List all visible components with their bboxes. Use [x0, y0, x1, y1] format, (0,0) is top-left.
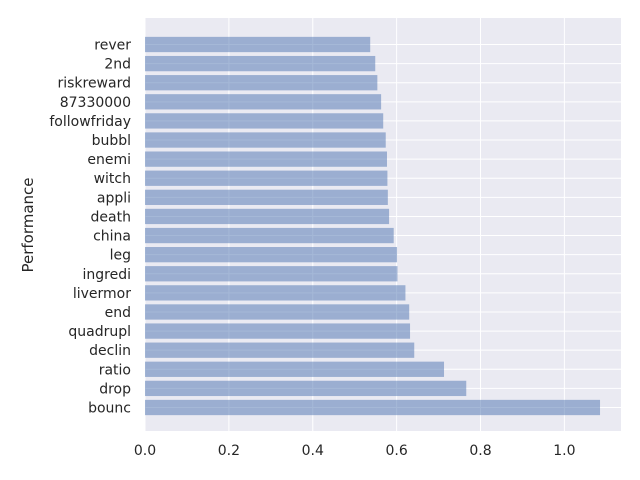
y-tick-label: china: [93, 229, 131, 245]
bar: [145, 113, 384, 129]
bar: [145, 132, 386, 148]
y-tick-label: death: [91, 209, 131, 225]
bar: [145, 361, 445, 377]
y-tick-label: 87330000: [60, 95, 131, 111]
x-tick-labels: 0.0 0.2 0.4 0.6 0.8 1.0: [134, 443, 576, 459]
y-tick-label: riskreward: [57, 76, 131, 92]
y-tick-label: bubbl: [92, 133, 131, 149]
y-tick-label: ingredi: [83, 267, 132, 283]
bar: [145, 36, 371, 53]
y-tick-label: appli: [97, 190, 131, 206]
y-tick-label: enemi: [87, 152, 131, 168]
x-tick-label: 1.0: [553, 443, 575, 459]
bar: [145, 75, 378, 91]
y-tick-label: declin: [89, 343, 131, 359]
y-tick-label: ratio: [99, 362, 131, 378]
x-tick-label: 0.8: [469, 443, 491, 459]
y-tick-label: bounc: [88, 401, 131, 417]
bar: [145, 323, 411, 339]
y-axis-label: Performance: [19, 177, 37, 272]
y-tick-label: drop: [99, 381, 131, 397]
bar: [145, 55, 376, 72]
x-tick-label: 0.4: [302, 443, 324, 459]
y-tick-label: quadrupl: [68, 324, 131, 340]
bar: [145, 285, 406, 301]
y-tick-label: livermor: [73, 286, 131, 302]
bar: [145, 151, 387, 167]
x-tick-label: 0.6: [385, 443, 407, 459]
bar: [145, 304, 410, 320]
bar: [145, 380, 467, 397]
y-tick-label: rever: [94, 38, 131, 54]
y-tick-label: end: [105, 305, 131, 321]
bar: [145, 342, 415, 358]
y-tick-labels: rever 2nd riskreward 87330000 followfriday bu…: [49, 38, 131, 417]
y-tick-label: witch: [94, 171, 131, 187]
bar: [145, 170, 388, 186]
y-tick-label: 2nd: [104, 57, 131, 73]
bar: [145, 94, 382, 110]
bar: [145, 399, 601, 416]
bar: [145, 247, 398, 263]
bar: [145, 266, 398, 282]
bar: [145, 208, 390, 225]
x-tick-label: 0.0: [134, 443, 156, 459]
y-tick-label: followfriday: [49, 114, 131, 130]
bars: [145, 36, 601, 416]
bar: [145, 227, 394, 244]
y-tick-label: leg: [110, 248, 131, 264]
bar: [145, 189, 388, 205]
x-tick-label: 0.2: [218, 443, 240, 459]
